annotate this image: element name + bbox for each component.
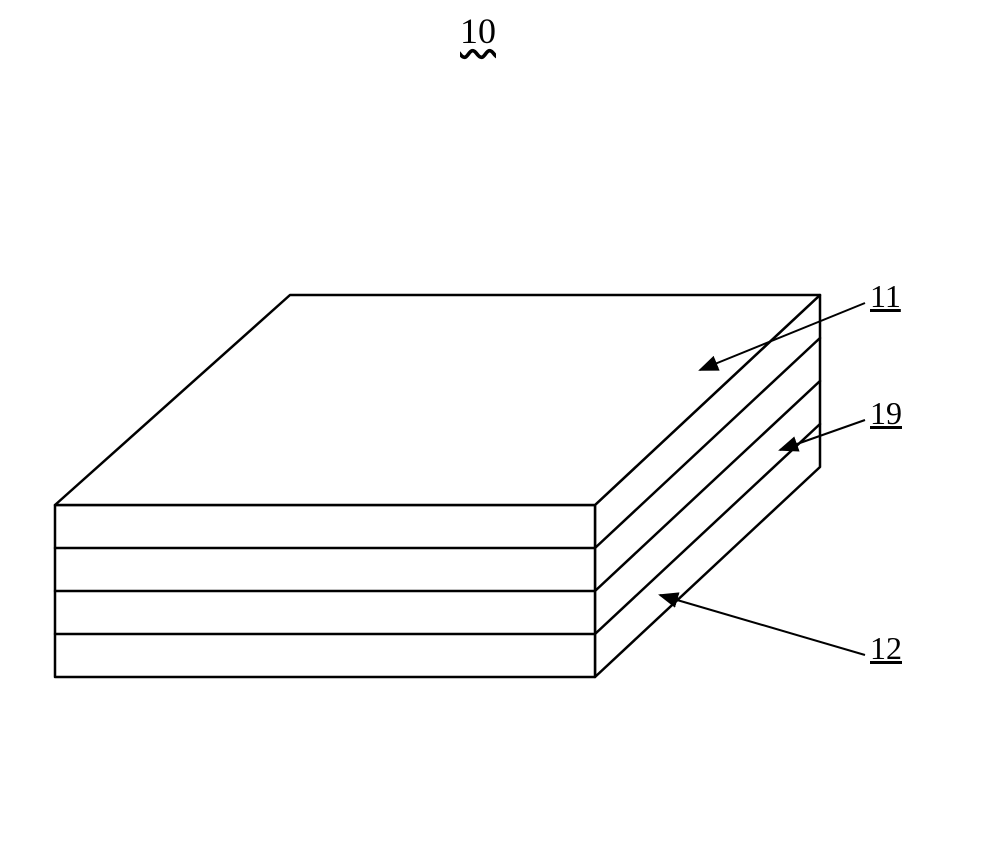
layered-block-diagram — [0, 0, 1000, 861]
layer-label-11: 11 — [870, 278, 901, 315]
layer-label-12: 12 — [870, 630, 902, 667]
layer-label-19: 19 — [870, 395, 902, 432]
figure-number-label: 10 — [460, 10, 496, 52]
